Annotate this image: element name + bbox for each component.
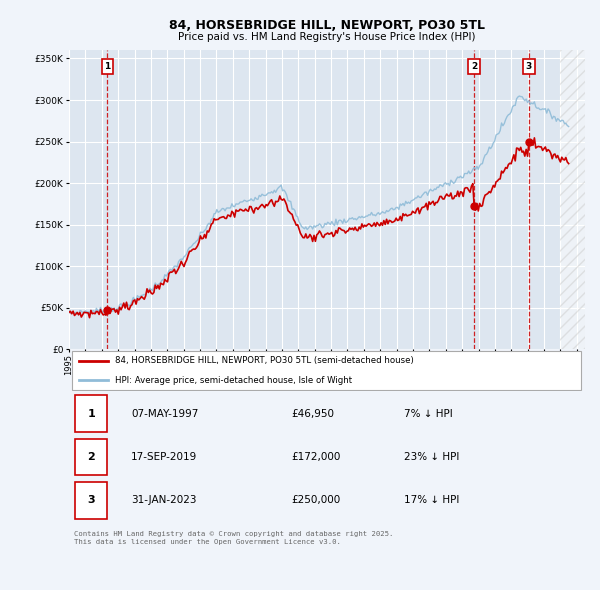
Text: 17% ↓ HPI: 17% ↓ HPI — [404, 496, 460, 506]
Text: £250,000: £250,000 — [291, 496, 340, 506]
FancyBboxPatch shape — [75, 482, 107, 519]
Text: 23% ↓ HPI: 23% ↓ HPI — [404, 452, 460, 462]
Text: Price paid vs. HM Land Registry's House Price Index (HPI): Price paid vs. HM Land Registry's House … — [178, 32, 476, 42]
Text: 3: 3 — [88, 496, 95, 506]
Text: 1: 1 — [88, 409, 95, 419]
Text: 2: 2 — [471, 62, 477, 71]
Text: 84, HORSEBRIDGE HILL, NEWPORT, PO30 5TL: 84, HORSEBRIDGE HILL, NEWPORT, PO30 5TL — [169, 19, 485, 32]
Text: 07-MAY-1997: 07-MAY-1997 — [131, 409, 198, 419]
Text: 17-SEP-2019: 17-SEP-2019 — [131, 452, 197, 462]
Text: 2: 2 — [88, 452, 95, 462]
Text: 3: 3 — [526, 62, 532, 71]
FancyBboxPatch shape — [75, 439, 107, 476]
FancyBboxPatch shape — [71, 351, 581, 390]
Text: 84, HORSEBRIDGE HILL, NEWPORT, PO30 5TL (semi-detached house): 84, HORSEBRIDGE HILL, NEWPORT, PO30 5TL … — [115, 356, 414, 365]
Text: HPI: Average price, semi-detached house, Isle of Wight: HPI: Average price, semi-detached house,… — [115, 376, 353, 385]
Text: Contains HM Land Registry data © Crown copyright and database right 2025.
This d: Contains HM Land Registry data © Crown c… — [74, 530, 394, 545]
Text: 7% ↓ HPI: 7% ↓ HPI — [404, 409, 453, 419]
Bar — [560, 50, 585, 349]
Text: 31-JAN-2023: 31-JAN-2023 — [131, 496, 196, 506]
Text: £172,000: £172,000 — [291, 452, 340, 462]
FancyBboxPatch shape — [75, 395, 107, 432]
Text: £46,950: £46,950 — [291, 409, 334, 419]
Text: 1: 1 — [104, 62, 110, 71]
